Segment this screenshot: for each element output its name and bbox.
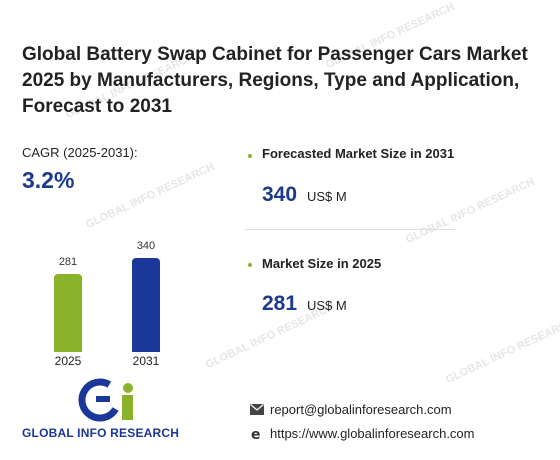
bar-category-2031: 2031 — [132, 354, 160, 368]
bullet-icon — [248, 263, 252, 267]
web-icon: e — [251, 427, 261, 441]
watermark: GLOBAL INFO RESEARCH — [84, 160, 217, 232]
bar-category-2025: 2025 — [54, 354, 82, 368]
market-size-label: Market Size in 2025 — [262, 256, 382, 271]
market-size-unit: US$ M — [307, 298, 347, 313]
svg-text:e: e — [251, 427, 261, 441]
watermark: GLOBAL INFO RESEARCH — [444, 315, 560, 387]
forecast-market-size-unit: US$ M — [307, 189, 347, 204]
website-text[interactable]: https://www.globalinforesearch.com — [270, 426, 475, 441]
forecast-market-size-value: 340 — [262, 183, 298, 206]
bar-value-label-2031: 340 — [136, 240, 156, 252]
contact-website[interactable]: e https://www.globalinforesearch.com — [250, 426, 474, 441]
email-icon — [250, 404, 264, 415]
bar-2025 — [54, 274, 82, 352]
divider — [245, 229, 455, 230]
cagr-value: 3.2% — [22, 167, 75, 193]
bullet-icon — [248, 154, 252, 158]
market-size-value: 281 — [262, 292, 298, 315]
cagr-label: CAGR (2025-2031): — [22, 145, 138, 160]
company-logo — [78, 378, 133, 422]
watermark: GLOBAL INFO RESEARCH — [404, 175, 537, 247]
bar-2031 — [132, 258, 160, 352]
forecast-market-size-label: Forecasted Market Size in 2031 — [262, 146, 455, 161]
contact-email[interactable]: report@globalinforesearch.com — [250, 402, 452, 417]
page-title: Global Battery Swap Cabinet for Passenge… — [22, 44, 528, 117]
logo-text: GLOBAL INFO RESEARCH — [22, 426, 180, 440]
bar-value-label-2025: 281 — [58, 256, 78, 268]
email-text[interactable]: report@globalinforesearch.com — [270, 402, 452, 417]
